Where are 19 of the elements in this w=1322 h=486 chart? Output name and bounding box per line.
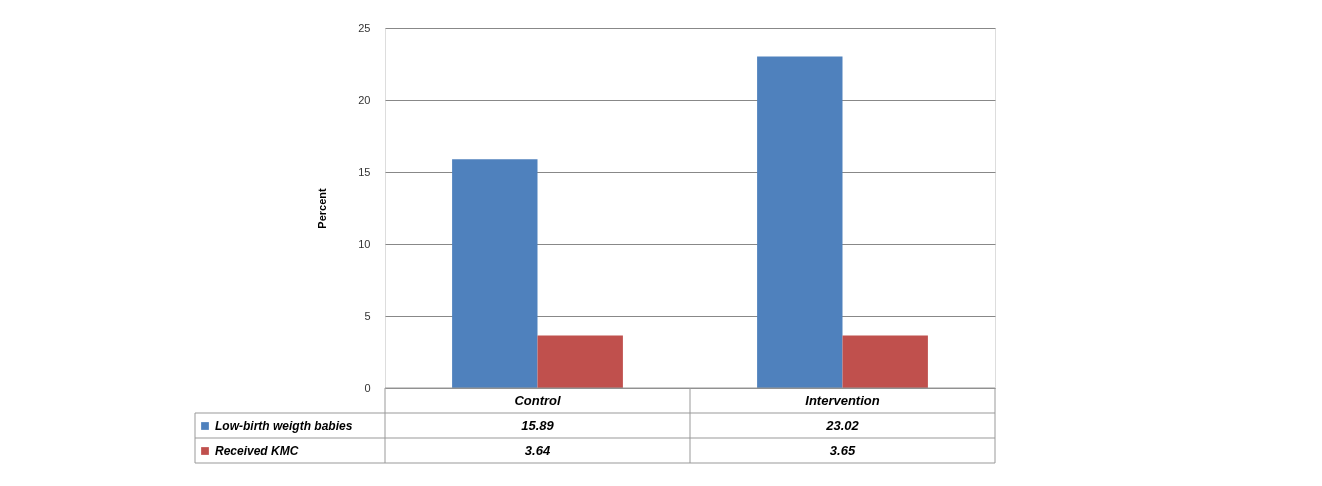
x-tick-label: Control bbox=[514, 393, 561, 408]
y-tick-label: 15 bbox=[358, 165, 371, 178]
legend-label: Received KMC bbox=[215, 444, 299, 458]
data-label: 23.02 bbox=[825, 418, 860, 433]
x-tick-label: Intervention bbox=[805, 393, 880, 408]
data-label: 15.89 bbox=[521, 418, 555, 433]
bar bbox=[537, 335, 623, 388]
data-label: 3.64 bbox=[524, 443, 551, 458]
y-axis-title: Percent bbox=[316, 187, 329, 229]
y-tick-label: 25 bbox=[358, 21, 371, 34]
bar bbox=[452, 159, 538, 388]
y-tick-label: 5 bbox=[364, 309, 371, 322]
bar bbox=[842, 335, 928, 388]
y-tick-label: 0 bbox=[364, 381, 371, 394]
data-label: 3.65 bbox=[829, 443, 856, 458]
y-tick-label: 10 bbox=[358, 237, 371, 250]
y-tick-label: 20 bbox=[358, 93, 371, 106]
legend-label: Low-birth weigth babies bbox=[215, 419, 353, 433]
bar bbox=[757, 56, 843, 388]
